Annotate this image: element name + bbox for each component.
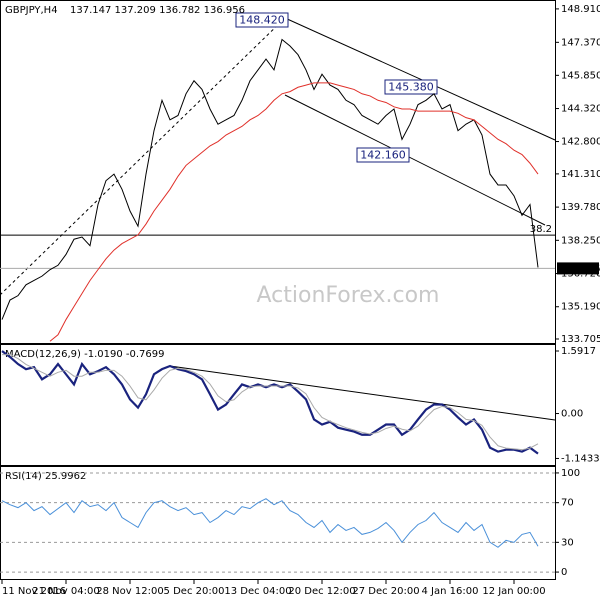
y-tick-label: 0 xyxy=(561,567,567,578)
y-tick-label: 141.310 xyxy=(561,169,600,180)
watermark: ActionForex.com xyxy=(257,283,440,308)
y-tick-label: 30 xyxy=(561,537,574,548)
series-line xyxy=(2,354,539,451)
annotation-box xyxy=(356,147,410,163)
y-tick-label: 133.705 xyxy=(561,334,600,345)
series-line xyxy=(1,350,539,455)
fib-label: 38.2 xyxy=(530,224,552,235)
series-line xyxy=(1,498,539,548)
y-tick-label: 145.850 xyxy=(561,70,600,81)
macd-trend-line xyxy=(169,365,556,421)
channel-upper xyxy=(284,17,556,141)
y-tick-label: 70 xyxy=(561,498,574,509)
rsi-panel-frame xyxy=(0,466,556,580)
price-panel-frame xyxy=(0,0,556,344)
last-price-box xyxy=(557,262,599,275)
y-tick-label: -1.1433 xyxy=(561,453,600,464)
x-tick-label: 12 Jan 00:00 xyxy=(482,586,545,597)
x-tick-label: 13 Dec 04:00 xyxy=(224,586,291,597)
y-tick-label: 1.5917 xyxy=(561,346,596,357)
y-tick-label: 144.320 xyxy=(561,104,600,115)
trend-line xyxy=(0,17,286,296)
x-tick-label: 28 Nov 12:00 xyxy=(96,586,163,597)
annotation: 142.160 xyxy=(360,149,406,162)
x-tick-label: 11 Nov 2016 xyxy=(2,586,66,597)
rsi-title: RSI(14) 25.9962 xyxy=(5,471,86,482)
annotation: 148.420 xyxy=(239,14,285,27)
channel-lower xyxy=(284,94,546,226)
x-tick-label: 21 Nov 04:00 xyxy=(32,586,99,597)
y-tick-label: 0.00 xyxy=(561,409,583,420)
annotation-box xyxy=(235,12,289,28)
x-tick-label: 27 Dec 20:00 xyxy=(352,586,419,597)
y-tick-label: 139.780 xyxy=(561,202,600,213)
macd-panel-frame xyxy=(0,344,556,466)
macd-title: MACD(12,26,9) -1.0190 -0.7699 xyxy=(5,349,165,360)
annotation-box xyxy=(384,79,438,95)
y-tick-label: 135.190 xyxy=(561,302,600,313)
y-tick-label: 148.910 xyxy=(561,4,600,15)
y-tick-label: 100 xyxy=(561,468,580,479)
last-price-label: 136.956 xyxy=(559,263,600,274)
y-tick-label: 142.800 xyxy=(561,137,600,148)
symbol: GBPJPY,H4 xyxy=(5,5,58,16)
series-line xyxy=(1,38,539,320)
annotation: 145.380 xyxy=(388,81,434,94)
x-tick-label: 5 Dec 20:00 xyxy=(164,586,225,597)
x-tick-label: 4 Jan 16:00 xyxy=(422,586,479,597)
y-tick-label: 147.370 xyxy=(561,37,600,48)
series-line xyxy=(49,82,539,342)
x-tick-label: 20 Dec 12:00 xyxy=(288,586,355,597)
y-tick-label: 138.250 xyxy=(561,235,600,246)
quote: 137.147 137.209 136.782 136.956 xyxy=(70,5,245,16)
